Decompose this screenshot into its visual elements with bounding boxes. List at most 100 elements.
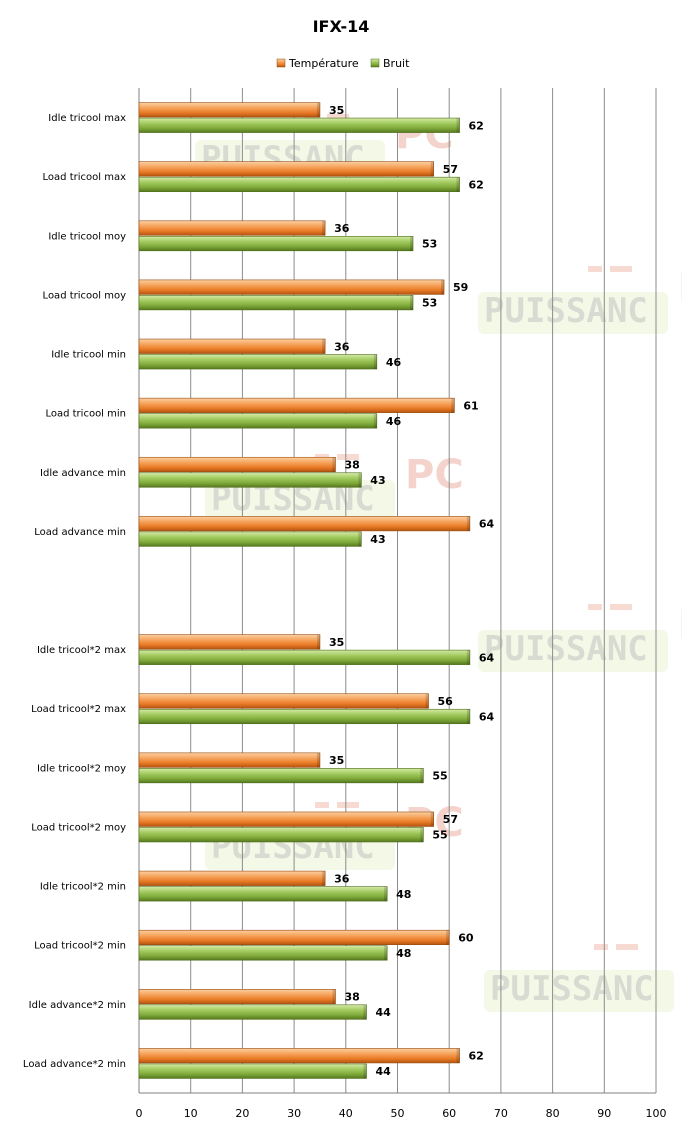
data-label: 64: [479, 710, 495, 723]
watermark-badge: [205, 480, 395, 522]
legend-label-temperature: Température: [288, 57, 359, 70]
watermark-badge: [478, 292, 668, 334]
bar-bruit: [138, 945, 388, 961]
x-tick-label: 40: [339, 1107, 353, 1120]
bar-end-shade: [446, 930, 450, 945]
watermark-dash: [337, 454, 359, 460]
data-label: 35: [329, 754, 344, 767]
bar-end-shade: [373, 413, 377, 429]
bar-end-shade: [430, 161, 434, 177]
data-label: 53: [422, 238, 437, 251]
data-label: 55: [432, 829, 447, 842]
bar-end-shade: [456, 177, 460, 192]
bar-temperature: [138, 279, 445, 295]
bar-temperature: [138, 516, 471, 532]
data-label: 62: [469, 119, 484, 132]
x-tick-label: 80: [546, 1107, 560, 1120]
bar-temperature: [138, 693, 429, 709]
bar-bruit: [138, 472, 362, 488]
data-label: 59: [453, 281, 468, 294]
bar-temperature: [138, 989, 336, 1005]
category-label: Load advance min: [34, 527, 126, 538]
data-label: 53: [422, 297, 437, 310]
x-tick-label: 100: [646, 1107, 667, 1120]
category-label: Idle tricool max: [48, 113, 126, 124]
x-tick-label: 20: [235, 1107, 249, 1120]
category-label: Idle tricool*2 min: [40, 882, 126, 893]
bar-end-shade: [316, 102, 320, 118]
bar-temperature: [138, 161, 434, 177]
data-label: 46: [386, 415, 402, 428]
category-label: Idle advance*2 min: [29, 1000, 126, 1011]
watermark-text: PUISSANC: [490, 969, 654, 1009]
category-label: Load tricool min: [45, 409, 126, 420]
bar-end-shade: [332, 989, 336, 1004]
bar-end-shade: [384, 945, 388, 961]
bar-temperature: [138, 870, 326, 886]
data-label: 60: [458, 931, 474, 944]
bar-end-shade: [358, 531, 362, 547]
bar-bruit: [138, 768, 424, 784]
data-label: 36: [334, 340, 350, 353]
data-label: 44: [375, 1006, 391, 1019]
bar-bruit: [138, 1004, 367, 1020]
bar-end-shade: [410, 295, 414, 310]
category-label: Idle tricool*2 max: [37, 645, 126, 656]
data-label: 56: [438, 695, 454, 708]
data-label: 44: [375, 1065, 391, 1078]
watermark-dash: [594, 944, 608, 950]
bar-end-shade: [316, 752, 320, 768]
category-labels: Idle tricool max Load tricool max Idle tri…: [23, 113, 126, 1070]
data-labels: 35 62 57 62 36 53 59 53 36 46 61 46 38 43 64 43 35 64 56 64…: [329, 104, 495, 1078]
bar-bruit: [138, 708, 471, 725]
bar-end-shade: [332, 457, 336, 472]
bar-end-shade: [316, 634, 320, 650]
data-label: 48: [396, 947, 411, 960]
category-label: Load tricool*2 max: [31, 704, 126, 715]
bar-end-shade: [363, 1004, 367, 1020]
x-axis-ticks: 0 10 20 30 40 50 60 70 80 90 100: [136, 1107, 667, 1120]
watermark-badge: [484, 970, 674, 1012]
bar-end-shade: [384, 886, 388, 902]
bar-end-shade: [420, 827, 424, 842]
data-label: 55: [432, 770, 447, 783]
bar-bruit: [138, 886, 388, 902]
data-label: 35: [329, 104, 344, 117]
bar-end-shade: [466, 516, 470, 531]
bar-end-shade: [358, 472, 362, 488]
bar-temperature: [138, 456, 336, 473]
category-label: Idle advance min: [40, 468, 126, 479]
x-tick-label: 90: [597, 1107, 611, 1120]
data-label: 35: [329, 636, 344, 649]
watermark-text: PUISSANC: [484, 291, 648, 331]
watermark-dash: [610, 604, 632, 610]
bar-temperature: [138, 752, 321, 768]
watermark-logo: PC: [678, 602, 682, 648]
bar-bruit: [138, 176, 460, 192]
x-tick-label: 70: [494, 1107, 508, 1120]
bar-end-shade: [363, 1063, 367, 1079]
watermark-dash: [588, 266, 602, 272]
category-label: Load tricool moy: [43, 290, 127, 301]
category-label: Load tricool max: [43, 172, 127, 183]
data-label: 62: [469, 1050, 484, 1063]
watermark-dash: [337, 802, 359, 808]
bar-temperature: [138, 397, 455, 413]
bars: [138, 102, 471, 1079]
bar-bruit: [138, 235, 414, 252]
data-label: 61: [463, 399, 478, 412]
bar-end-shade: [420, 768, 424, 783]
x-tick-label: 30: [287, 1107, 301, 1120]
data-label: 57: [443, 163, 458, 176]
x-tick-label: 50: [391, 1107, 405, 1120]
watermark-dash: [616, 944, 638, 950]
bar-bruit: [138, 649, 471, 665]
watermark-text: PUISSANC: [484, 629, 648, 669]
bar-end-shade: [456, 118, 460, 133]
category-label: Idle tricool min: [51, 350, 126, 361]
bar-bruit: [138, 1063, 367, 1079]
chart-title: IFX-14: [313, 17, 370, 36]
data-label: 48: [396, 888, 411, 901]
